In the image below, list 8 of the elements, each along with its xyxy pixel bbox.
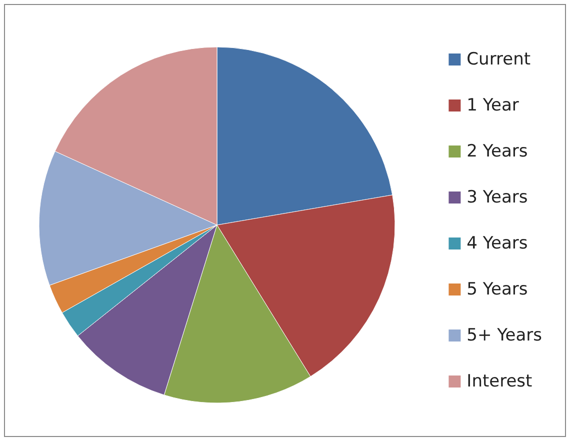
legend-label: 5 Years [466, 280, 528, 300]
legend-label: Current [466, 50, 531, 70]
legend-label: 5+ Years [466, 326, 542, 346]
legend-label: 4 Years [466, 234, 528, 254]
legend-label: Interest [466, 372, 533, 392]
legend-label: 1 Year [466, 96, 519, 116]
legend-label: 2 Years [466, 142, 528, 162]
legend-label: 3 Years [466, 188, 528, 208]
